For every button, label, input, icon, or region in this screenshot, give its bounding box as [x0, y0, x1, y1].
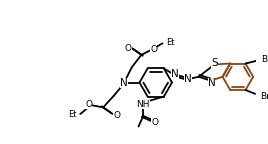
Text: Br: Br: [260, 92, 268, 101]
Text: N: N: [208, 77, 215, 88]
Text: O: O: [85, 100, 92, 109]
Text: Br: Br: [261, 55, 268, 64]
Text: Et: Et: [166, 38, 174, 47]
Text: N: N: [120, 77, 128, 88]
Text: O: O: [150, 45, 157, 54]
Text: S: S: [211, 58, 218, 68]
Text: NH: NH: [137, 100, 150, 109]
Text: N: N: [171, 69, 179, 79]
Text: N: N: [184, 74, 192, 84]
Text: Et: Et: [68, 110, 77, 120]
Text: O: O: [113, 111, 120, 120]
Text: O: O: [151, 118, 158, 127]
Text: O: O: [125, 44, 132, 53]
